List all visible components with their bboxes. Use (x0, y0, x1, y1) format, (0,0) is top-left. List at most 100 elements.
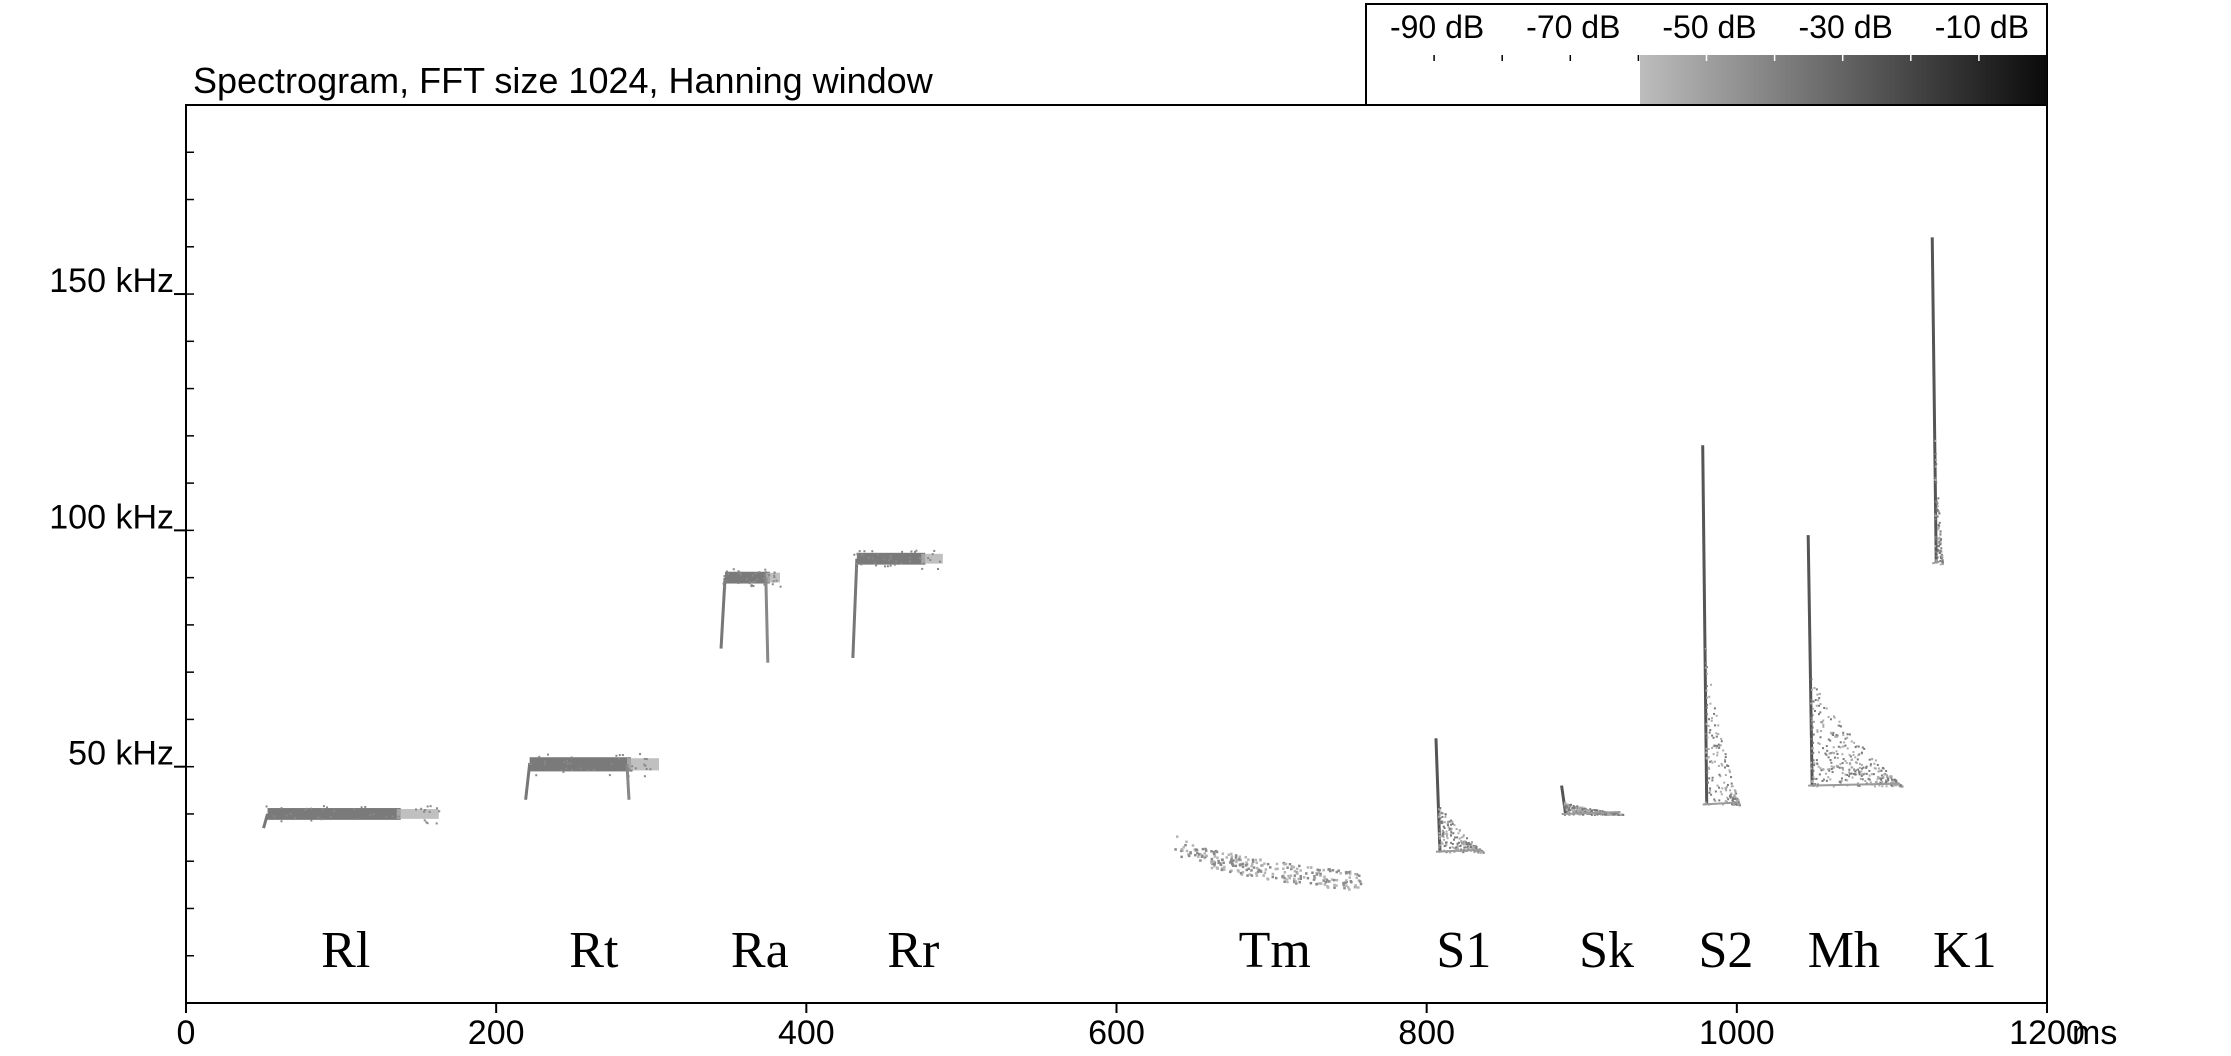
call-speckle (649, 768, 652, 771)
call-speckle (1705, 672, 1708, 675)
call-speckle (1935, 502, 1938, 505)
call-speckle (1573, 810, 1576, 813)
call-speckle (1936, 510, 1939, 513)
call-speckle (1859, 777, 1862, 780)
call-speckle (1725, 788, 1728, 791)
call-speckle (1223, 868, 1226, 871)
call-speckle (754, 572, 757, 575)
call-speckle (1841, 768, 1844, 771)
call-speckle (1818, 742, 1821, 745)
call-speckle (1873, 762, 1876, 765)
call-speckle (1939, 533, 1942, 536)
call-speckle (1327, 868, 1330, 871)
call-speckle (1830, 768, 1833, 771)
call-speckle (1726, 764, 1729, 767)
call-speckle (1714, 799, 1717, 802)
call-speckle (1566, 811, 1569, 814)
call-speckle (1464, 846, 1467, 849)
call-speckle (883, 558, 886, 561)
call-speckle (1596, 809, 1599, 812)
call-speckle (1196, 851, 1199, 855)
call-speckle (1848, 772, 1851, 775)
call-speckle (1854, 770, 1857, 773)
call-speckle (426, 822, 429, 825)
call-speckle (1810, 722, 1813, 725)
call-speckle (1345, 884, 1348, 887)
call-speckle (861, 553, 864, 556)
call-speckle (424, 809, 427, 812)
call-speckle (1812, 720, 1815, 723)
call-speckle (1580, 809, 1583, 812)
call-speckle (1836, 756, 1839, 759)
y-axis: 50 kHz 100 kHz 150 kHz (49, 151, 194, 957)
call-speckle (1708, 767, 1711, 770)
call-speckle (1717, 764, 1720, 767)
call-speckle (1283, 871, 1287, 874)
call-speckle (1714, 744, 1717, 747)
call-speckle (931, 553, 934, 556)
call-speckle (560, 769, 563, 772)
call-speckle (1731, 799, 1734, 802)
call-speckle (1328, 869, 1332, 873)
call-speckle (1715, 735, 1718, 738)
call-speckle (1934, 514, 1937, 517)
call-speckle (1939, 543, 1942, 546)
call-speckle (1828, 769, 1831, 772)
call-speckle (1818, 693, 1821, 696)
call-speckle (570, 756, 573, 759)
call-speckle (586, 769, 589, 772)
call-speckle (1719, 744, 1722, 747)
call-speckle (1189, 851, 1192, 855)
call-speckle (1326, 884, 1329, 888)
call-speckle (1882, 775, 1885, 778)
call-speckle (921, 567, 924, 570)
call-speckle (1220, 868, 1224, 872)
call-speckle (1482, 851, 1485, 854)
call-speckle (1811, 747, 1814, 750)
call-speckle (1342, 881, 1345, 885)
call-speckle (1711, 747, 1714, 750)
call-speckle (1709, 787, 1712, 790)
call-speckle (1450, 819, 1453, 822)
call-speckle (1229, 859, 1233, 863)
call-speckle (1563, 805, 1566, 808)
call-speckle (538, 755, 541, 758)
call-speckle (1833, 756, 1836, 759)
call-label: Sk (1579, 922, 1634, 979)
call-speckle (1706, 781, 1709, 784)
call-tm (1174, 835, 1363, 891)
call-speckle (1877, 770, 1880, 773)
call-speckle (1456, 844, 1459, 847)
call-speckle (1221, 867, 1224, 870)
call-fm-sweep (1806, 535, 1814, 786)
call-speckle (579, 767, 582, 770)
call-speckle (1293, 880, 1296, 884)
call-speckle (1708, 731, 1711, 734)
call-speckle (1861, 778, 1864, 781)
call-speckle (1359, 882, 1363, 886)
call-speckle (1453, 847, 1456, 850)
call-speckle (1730, 792, 1733, 795)
call-speckle (1815, 688, 1818, 691)
call-speckle (1729, 793, 1732, 796)
call-speckle (1893, 784, 1896, 787)
call-speckle (1936, 505, 1939, 508)
call-s2 (1701, 445, 1741, 807)
call-speckle (1937, 549, 1940, 552)
call-speckle (280, 820, 283, 823)
call-speckle (1939, 559, 1942, 562)
call-speckle (1455, 847, 1458, 850)
call-speckle (1466, 837, 1469, 840)
call-speckle (853, 553, 856, 556)
call-speckle (1315, 882, 1318, 886)
call-speckle (608, 774, 611, 777)
colorbar-label: -90 dB (1390, 9, 1484, 45)
call-speckle (1827, 776, 1830, 779)
call-speckle (1815, 759, 1818, 762)
call-speckle (1295, 867, 1299, 871)
call-speckle (1839, 763, 1842, 766)
call-speckle (1586, 810, 1589, 813)
call-speckle (1841, 772, 1844, 775)
call-speckle (1230, 869, 1233, 872)
call-speckle (1822, 723, 1825, 726)
